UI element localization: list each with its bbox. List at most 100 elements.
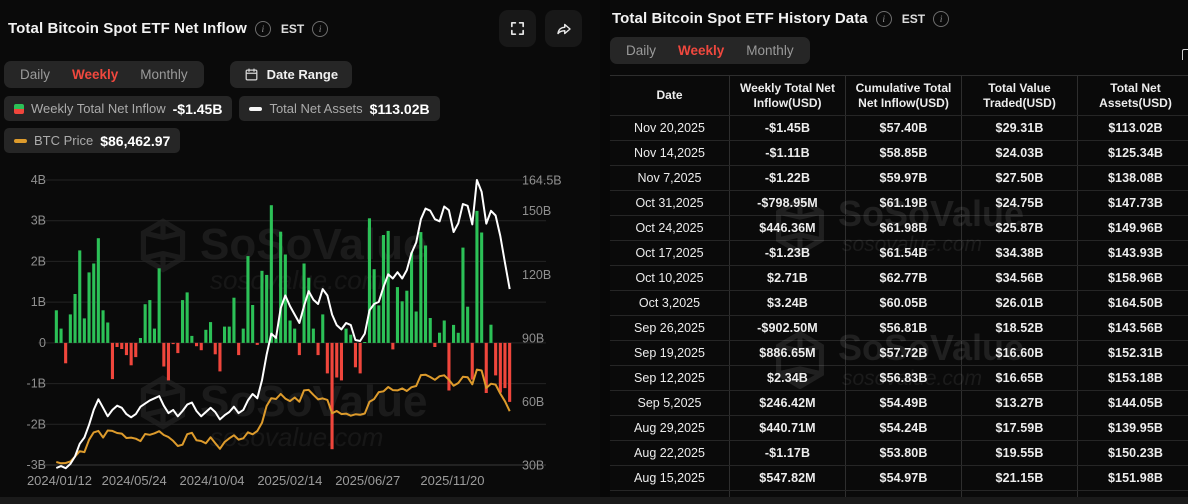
legend-series-name: BTC Price	[34, 133, 94, 148]
cell-cumulative-inflow: $56.83B	[846, 366, 962, 390]
cell-cumulative-inflow: $54.24B	[846, 416, 962, 440]
cell-empty	[610, 491, 730, 497]
cell-date: Sep 12,2025	[610, 366, 730, 390]
table-row-partial	[610, 491, 1188, 497]
horizontal-scrollbar-track[interactable]	[0, 497, 1188, 504]
svg-text:2025/02/14: 2025/02/14	[257, 473, 322, 488]
chart-tab-daily[interactable]: Daily	[20, 67, 51, 82]
cell-value-traded: $19.55B	[962, 441, 1078, 465]
cell-date: Sep 19,2025	[610, 341, 730, 365]
cell-value-traded: $18.52B	[962, 316, 1078, 340]
table-row: Aug 22,2025 -$1.17B $53.80B $19.55B $150.23B	[610, 441, 1188, 466]
cell-empty	[846, 491, 962, 497]
cell-value-traded: $29.31B	[962, 116, 1078, 140]
table-row: Nov 20,2025 -$1.45B $57.40B $29.31B $113.02B	[610, 116, 1188, 141]
cell-net-assets: $149.96B	[1078, 216, 1188, 240]
svg-text:2B: 2B	[31, 254, 46, 268]
cell-date: Oct 31,2025	[610, 191, 730, 215]
table-panel-header: Total Bitcoin Spot ETF History Data i ES…	[610, 0, 1188, 27]
table-row: Aug 29,2025 $440.71M $54.24B $17.59B $139.95…	[610, 416, 1188, 441]
legend-series-name: Weekly Total Net Inflow	[31, 101, 166, 116]
cell-net-assets: $151.98B	[1078, 466, 1188, 490]
cell-net-assets: $144.05B	[1078, 391, 1188, 415]
net-inflow-chart-panel: Total Bitcoin Spot ETF Net Inflow i EST …	[0, 0, 600, 497]
cell-weekly-inflow: $886.65M	[730, 341, 846, 365]
cell-cumulative-inflow: $58.85B	[846, 141, 962, 165]
svg-text:2024/05/24: 2024/05/24	[102, 473, 167, 488]
legend-series-name: Total Net Assets	[269, 101, 363, 116]
table-tab-daily[interactable]: Daily	[626, 43, 657, 58]
share-button[interactable]	[545, 10, 582, 47]
date-range-label: Date Range	[266, 67, 339, 82]
cell-cumulative-inflow: $62.77B	[846, 266, 962, 290]
cell-weekly-inflow: $3.24B	[730, 291, 846, 315]
cell-value-traded: $25.87B	[962, 216, 1078, 240]
table-panel-title: Total Bitcoin Spot ETF History Data	[612, 10, 868, 27]
expand-icon[interactable]	[1182, 49, 1188, 60]
cell-weekly-inflow: $440.71M	[730, 416, 846, 440]
chart-tab-weekly[interactable]: Weekly	[72, 67, 119, 82]
legend-series-value: -$1.45B	[172, 100, 223, 117]
timezone-label: EST	[280, 21, 305, 36]
cell-weekly-inflow: -$1.17B	[730, 441, 846, 465]
cell-date: Sep 26,2025	[610, 316, 730, 340]
date-range-button[interactable]: Date Range	[229, 61, 353, 88]
svg-text:2024/01/12: 2024/01/12	[27, 473, 92, 488]
cell-date: Sep 5,2025	[610, 391, 730, 415]
table-row: Sep 12,2025 $2.34B $56.83B $16.65B $153.18B	[610, 366, 1188, 391]
svg-text:60B: 60B	[522, 395, 544, 409]
cell-weekly-inflow: $547.82M	[730, 466, 846, 490]
cell-cumulative-inflow: $60.05B	[846, 291, 962, 315]
etf-history-table: Date Weekly Total Net Inflow(USD) Cumulati…	[610, 75, 1188, 497]
fullscreen-button[interactable]	[499, 10, 536, 47]
table-row: Oct 3,2025 $3.24B $60.05B $26.01B $164.50B	[610, 291, 1188, 316]
cell-cumulative-inflow: $61.19B	[846, 191, 962, 215]
table-row: Oct 24,2025 $446.36M $61.98B $25.87B $149.96…	[610, 216, 1188, 241]
cell-weekly-inflow: $2.71B	[730, 266, 846, 290]
info-icon[interactable]: i	[933, 10, 950, 27]
cell-net-assets: $143.93B	[1078, 241, 1188, 265]
info-icon[interactable]: i	[312, 20, 329, 37]
share-icon	[556, 23, 571, 34]
cell-value-traded: $16.65B	[962, 366, 1078, 390]
cell-net-assets: $164.50B	[1078, 291, 1188, 315]
table-row: Nov 14,2025 -$1.11B $58.85B $24.03B $125.34B	[610, 141, 1188, 166]
legend-chip-weekly-total-net-inflow[interactable]: Weekly Total Net Inflow -$1.45B	[4, 96, 233, 121]
chart-panel-title: Total Bitcoin Spot ETF Net Inflow	[8, 20, 247, 37]
chart-controls: Daily Weekly Monthly Date Range	[4, 61, 600, 88]
svg-text:SoSoValue: SoSoValue	[200, 377, 427, 426]
table-tab-monthly[interactable]: Monthly	[746, 43, 794, 58]
svg-text:2024/10/04: 2024/10/04	[179, 473, 244, 488]
cell-empty	[962, 491, 1078, 497]
svg-text:sosovalue.com: sosovalue.com	[210, 422, 383, 452]
cell-date: Aug 22,2025	[610, 441, 730, 465]
cell-net-assets: $139.95B	[1078, 416, 1188, 440]
info-icon[interactable]: i	[254, 20, 271, 37]
cell-cumulative-inflow: $56.81B	[846, 316, 962, 340]
cell-date: Nov 14,2025	[610, 141, 730, 165]
cell-weekly-inflow: -$1.23B	[730, 241, 846, 265]
legend-chip-total-net-assets[interactable]: Total Net Assets $113.02B	[239, 96, 440, 121]
cell-weekly-inflow: -$902.50M	[730, 316, 846, 340]
cell-value-traded: $24.75B	[962, 191, 1078, 215]
table-row: Sep 26,2025 -$902.50M $56.81B $18.52B $143.5…	[610, 316, 1188, 341]
chart-tab-monthly[interactable]: Monthly	[140, 67, 188, 82]
cell-value-traded: $34.38B	[962, 241, 1078, 265]
cell-date: Oct 24,2025	[610, 216, 730, 240]
etf-net-inflow-chart[interactable]: SoSoValue sosovalue.com SoSoValue sosovalue…	[0, 150, 600, 497]
cell-cumulative-inflow: $53.80B	[846, 441, 962, 465]
cell-net-assets: $143.56B	[1078, 316, 1188, 340]
cell-cumulative-inflow: $54.49B	[846, 391, 962, 415]
cell-value-traded: $17.59B	[962, 416, 1078, 440]
legend-chip-btc-price[interactable]: BTC Price $86,462.97	[4, 128, 181, 153]
svg-text:30B: 30B	[522, 459, 544, 473]
info-icon[interactable]: i	[875, 10, 892, 27]
svg-text:150B: 150B	[522, 204, 551, 218]
table-tab-weekly[interactable]: Weekly	[678, 43, 725, 58]
column-header-total-4: Total Net Assets(USD)	[1078, 76, 1188, 115]
cell-net-assets: $158.96B	[1078, 266, 1188, 290]
table-body: Nov 20,2025 -$1.45B $57.40B $29.31B $113.02B…	[610, 116, 1188, 497]
cell-net-assets: $153.18B	[1078, 366, 1188, 390]
svg-text:120B: 120B	[522, 268, 551, 282]
